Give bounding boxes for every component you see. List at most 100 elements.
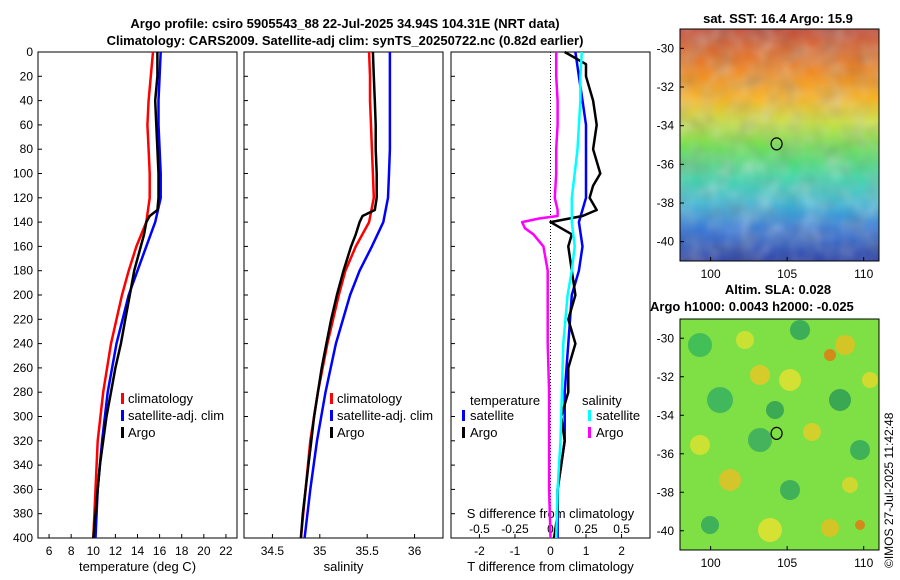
y-tick-label: 380	[13, 507, 33, 521]
sla-anomaly-blob	[736, 331, 754, 349]
series-s-argo	[520, 52, 559, 539]
legend-swatch	[121, 427, 124, 438]
sla-anomaly-blob	[780, 480, 800, 500]
legend-label: Argo	[337, 425, 364, 440]
s-tick-label: -0.25	[501, 522, 529, 536]
legend-swatch	[121, 393, 124, 404]
y-tick-label: 300	[13, 410, 33, 424]
credit-text: ©IMOS 27-Jul-2025 11:42:48	[882, 412, 896, 568]
x-tick-label: -1	[510, 544, 521, 558]
y-tick-label: 280	[13, 385, 33, 399]
y-tick-label: 40	[20, 94, 34, 108]
legend-swatch	[330, 427, 333, 438]
s-tick-label: -0.5	[469, 522, 490, 536]
legend-swatch	[462, 410, 465, 421]
sst-map-title: sat. SST: 16.4 Argo: 15.9	[703, 11, 853, 26]
map-y-tick-label: -40	[657, 524, 675, 538]
y-tick-label: 320	[13, 434, 33, 448]
y-tick-label: 240	[13, 337, 33, 351]
y-tick-label: 360	[13, 482, 33, 496]
map-y-tick-label: -38	[657, 485, 675, 499]
title-line-2: Climatology: CARS2009. Satellite-adj cli…	[107, 33, 584, 48]
series-climatology	[92, 51, 155, 539]
sla-anomaly-blob	[862, 372, 878, 388]
sla-anomaly-blob	[707, 387, 733, 413]
x-tick-label: 18	[175, 544, 189, 558]
x-tick-label: 20	[197, 544, 211, 558]
y-tick-label: 220	[13, 312, 33, 326]
legend-label: climatology	[128, 391, 194, 406]
sla-map: -30 -32 -34 -36 -38 -40 100 105 110	[657, 318, 880, 570]
plot-frame	[243, 51, 444, 539]
sla-anomaly-blob	[790, 320, 810, 340]
legend-label: satellite-adj. clim	[337, 408, 433, 423]
legend-swatch	[588, 427, 591, 438]
sla-anomaly-blob	[850, 440, 870, 460]
x-axis-label: salinity	[324, 559, 364, 574]
sla-map-subtitle: Argo h1000: 0.0043 h2000: -0.025	[650, 299, 854, 314]
legend-label: Argo	[128, 425, 155, 440]
argo-location-marker	[770, 137, 783, 151]
y-tick-label: 140	[13, 215, 33, 229]
map-y-tick-label: -30	[657, 41, 675, 55]
x-tick-label: 35	[313, 544, 327, 558]
sla-anomaly-blob	[842, 477, 858, 493]
sla-map-frame	[679, 318, 880, 551]
series-s-satellite	[554, 51, 584, 539]
sla-blobs	[688, 320, 878, 542]
legend-swatch	[330, 393, 333, 404]
sla-anomaly-blob	[803, 423, 821, 441]
sla-anomaly-blob	[750, 365, 770, 385]
map-x-tick-label: 100	[701, 267, 721, 281]
sst-map: -30 -32 -34 -36 -38 -40 100 105 110	[657, 28, 880, 281]
series-satellite-adj-clim	[303, 52, 392, 539]
map-y-tick-label: -36	[657, 157, 675, 171]
x-tick-label: 10	[87, 544, 101, 558]
map-y-tick-label: -32	[657, 80, 675, 94]
y-tick-label: 180	[13, 264, 33, 278]
sla-anomaly-blob	[855, 520, 865, 530]
y-tick-label: 400	[13, 531, 33, 545]
sla-anomaly-blob	[766, 401, 784, 419]
s-tick-label: 0.5	[613, 522, 630, 536]
map-x-tick-label: 110	[854, 267, 873, 281]
map-x-tick-label: 100	[701, 556, 721, 570]
x-tick-label: 1	[583, 544, 590, 558]
legend-label: climatology	[337, 391, 403, 406]
temperature-panel: 0 20 40 60 80 100 120 140 160 180 200 220 240 260 280 3…	[13, 45, 238, 574]
map-x-tick-label: 105	[777, 267, 797, 281]
legend-label: satellite	[596, 408, 640, 423]
sla-anomaly-blob	[748, 428, 772, 452]
map-y-tick-label: -34	[657, 119, 675, 133]
plot-frame	[37, 51, 238, 539]
argo-location-marker	[770, 426, 783, 440]
map-y-tick-label: -34	[657, 408, 675, 422]
legend-swatch	[330, 410, 333, 421]
sla-anomaly-blob	[835, 335, 855, 355]
y-tick-label: 80	[20, 142, 34, 156]
x-tick-label: 6	[46, 544, 53, 558]
x-axis-label: T difference from climatology	[467, 559, 634, 574]
sst-map-frame	[679, 28, 880, 262]
sla-anomaly-blob	[758, 518, 782, 542]
sst-texture	[680, 29, 879, 261]
legend-swatch	[462, 427, 465, 438]
legend-swatch	[121, 410, 124, 421]
sla-anomaly-blob	[779, 369, 801, 391]
sla-anomaly-blob	[701, 516, 719, 534]
series-argo	[299, 51, 378, 539]
x-tick-label: 8	[68, 544, 75, 558]
x-tick-label: 0	[547, 544, 554, 558]
map-y-tick-label: -36	[657, 447, 675, 461]
sla-field	[680, 319, 879, 550]
map-y-tick-label: -40	[657, 235, 675, 249]
legend-title-salinity: salinity	[582, 393, 622, 408]
y-tick-label: 260	[13, 361, 33, 375]
sla-anomaly-blob	[821, 519, 839, 537]
x-tick-label: 35.5	[356, 544, 380, 558]
series-argo	[92, 52, 160, 539]
x-tick-label: 34.5	[261, 544, 285, 558]
sla-anomaly-blob	[829, 389, 851, 411]
